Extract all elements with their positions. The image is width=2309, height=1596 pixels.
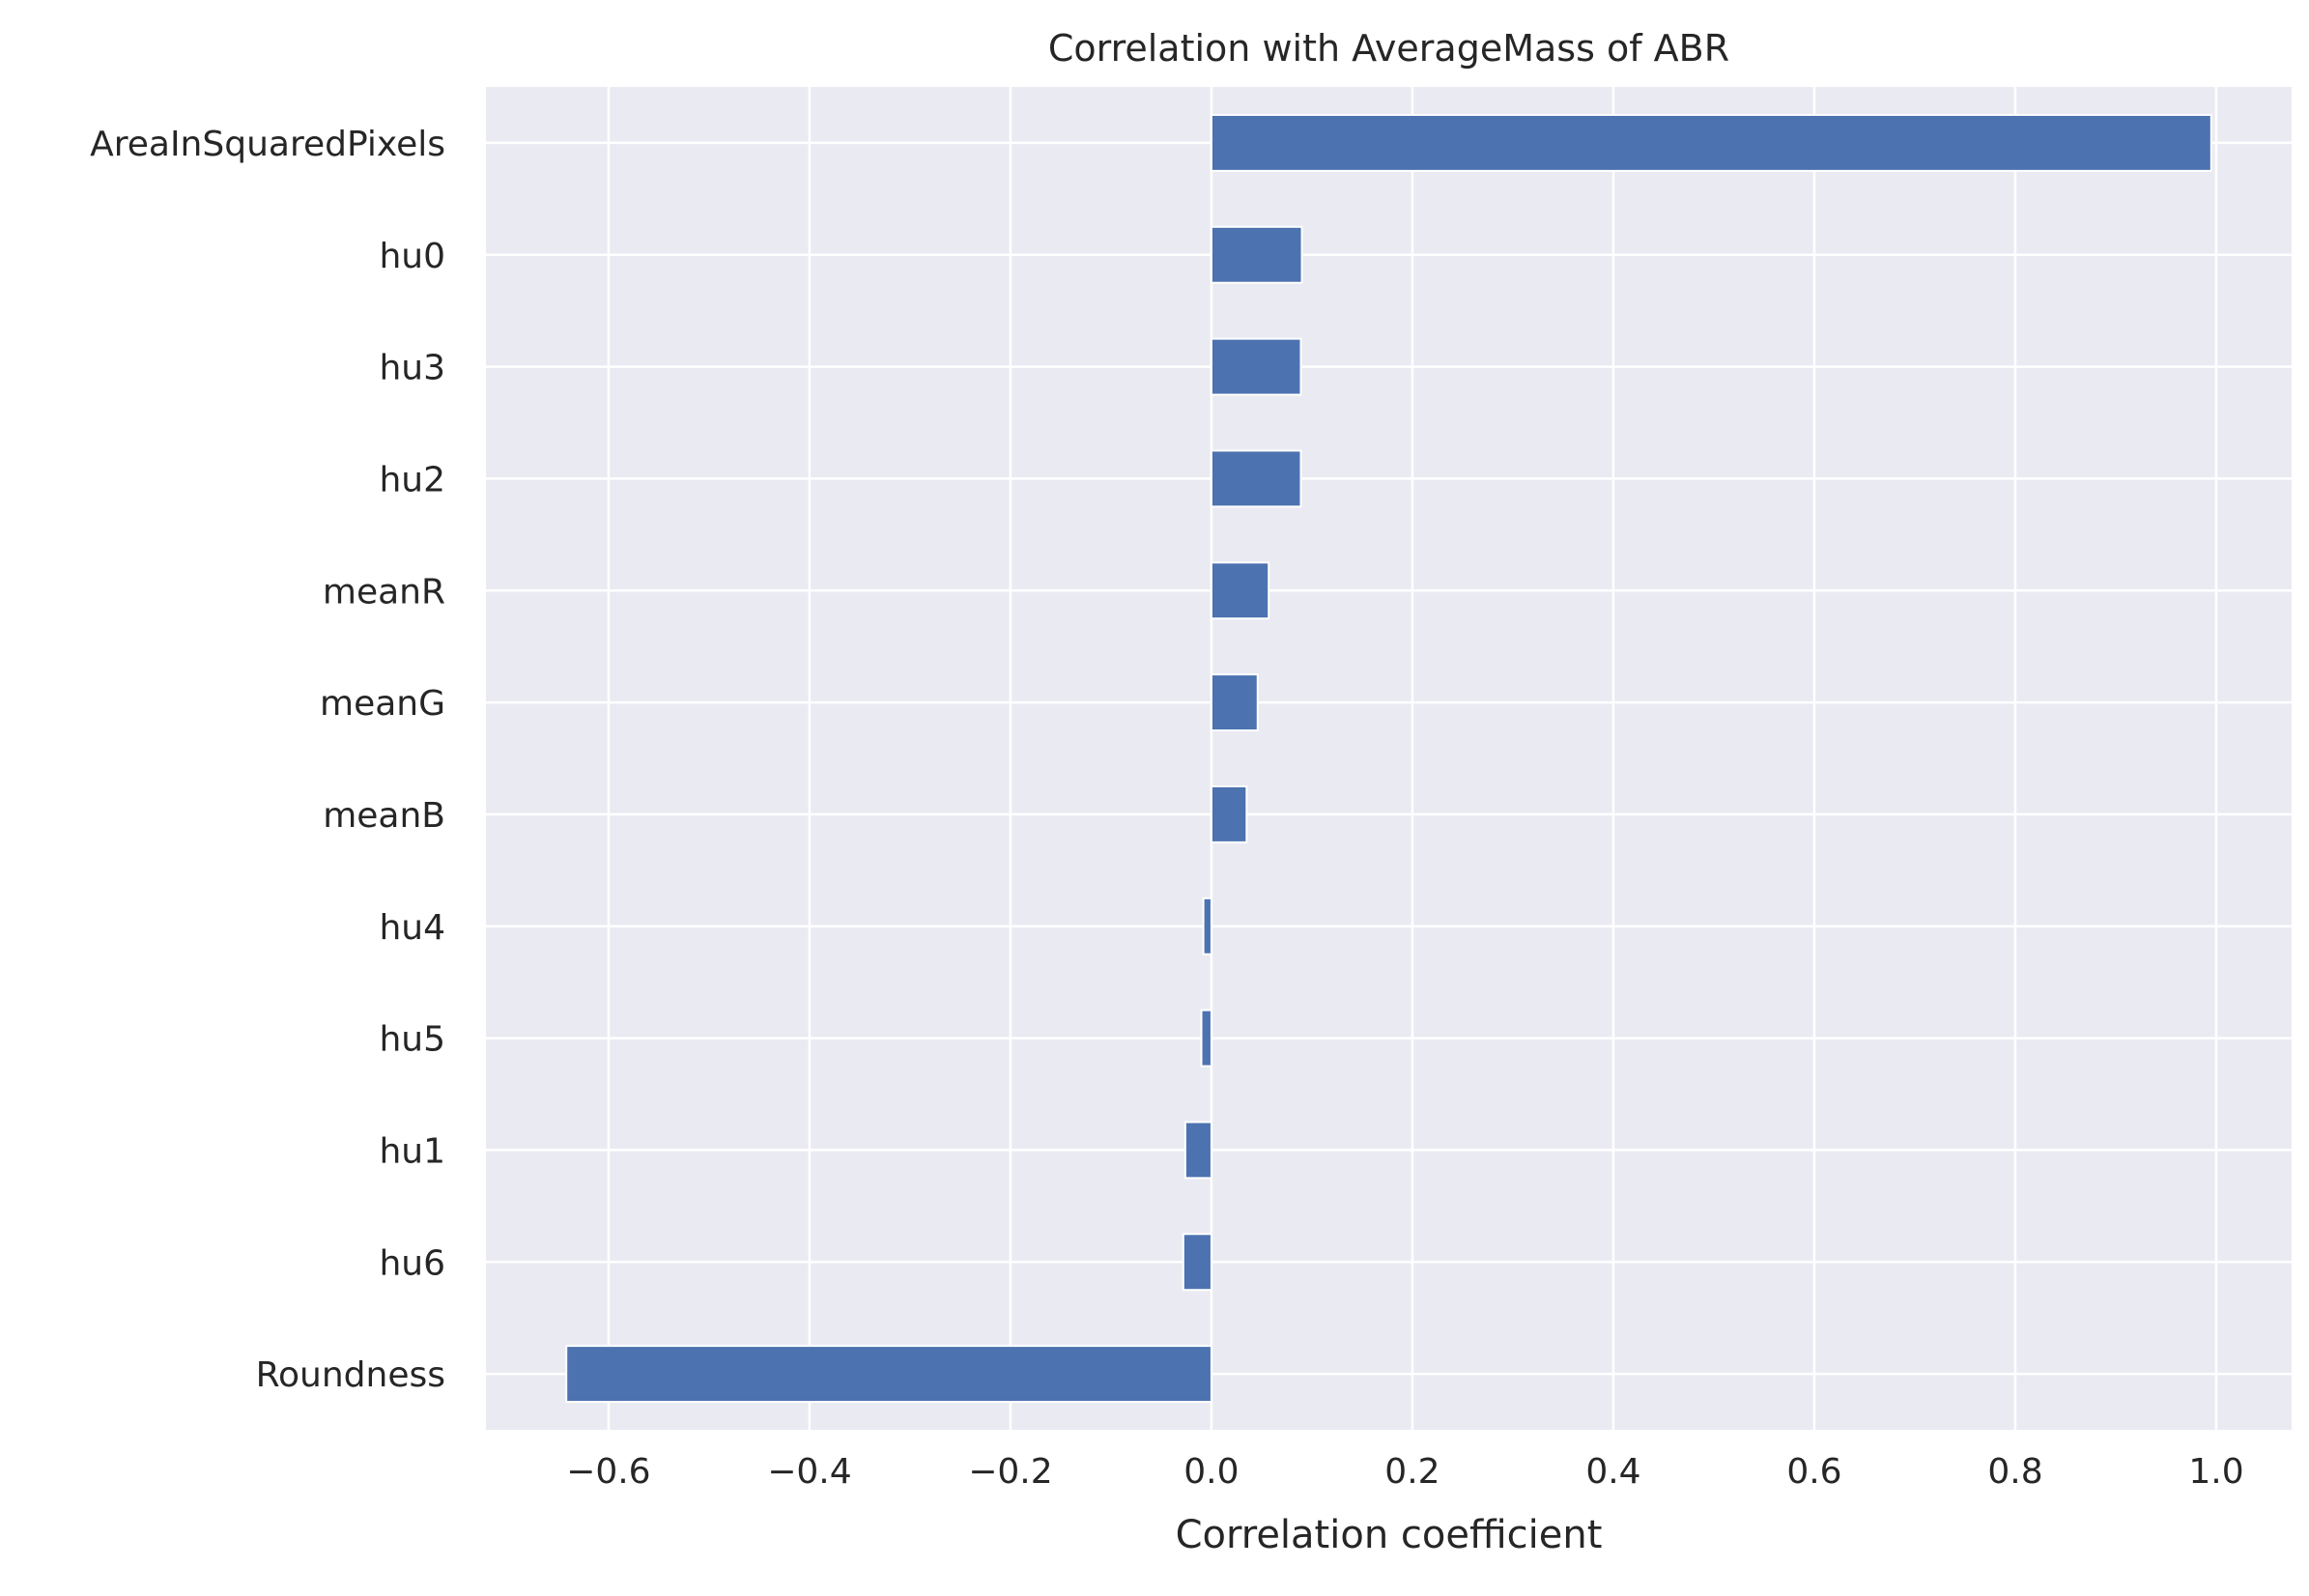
x-tick-label: 1.0 (2188, 1452, 2243, 1492)
bar (1210, 561, 1270, 620)
y-tick-label: meanR (323, 572, 445, 612)
y-tick-label: hu1 (379, 1131, 445, 1171)
x-tick-label: 0.6 (1786, 1452, 1841, 1492)
plot-background (486, 87, 2292, 1430)
y-tick-label: hu4 (379, 908, 445, 948)
y-tick-label: Roundness (256, 1355, 445, 1395)
bar (1182, 1233, 1212, 1292)
y-tick-label: hu2 (379, 460, 445, 499)
y-tick-labels: AreaInSquaredPixels hu0 hu3 hu2 meanR meanG me… (90, 125, 445, 1395)
x-tick-label: 0.2 (1384, 1452, 1440, 1492)
bars (565, 113, 2212, 1404)
y-gridlines (486, 141, 2292, 1376)
bar (1202, 897, 1212, 955)
x-tick-label: 0.4 (1585, 1452, 1640, 1492)
y-tick-label: hu6 (379, 1243, 445, 1283)
bar (1200, 1009, 1212, 1068)
bar (1210, 784, 1248, 843)
x-tick-label: 0.8 (1987, 1452, 2042, 1492)
y-tick-label: AreaInSquaredPixels (90, 125, 445, 164)
y-tick-label: meanG (320, 684, 445, 724)
bar (1210, 449, 1302, 508)
x-tick-label: −0.6 (566, 1452, 650, 1492)
bar (1210, 337, 1302, 396)
y-tick-label: hu0 (379, 237, 445, 276)
y-tick-label: hu3 (379, 349, 445, 388)
bar (1210, 225, 1303, 284)
bar (1210, 113, 2212, 172)
bar (1210, 673, 1259, 732)
x-tick-label: 0.0 (1183, 1452, 1239, 1492)
x-tick-label: −0.2 (968, 1452, 1052, 1492)
x-axis-label: Correlation coefficient (1176, 1513, 1603, 1557)
chart-title: Correlation with AverageMass of ABR (1048, 27, 1729, 70)
bar (1183, 1121, 1212, 1180)
bar (565, 1345, 1212, 1404)
x-tick-label: −0.4 (767, 1452, 851, 1492)
x-tick-labels: −0.6 −0.4 −0.2 0.0 0.2 0.4 0.6 0.8 1.0 (566, 1452, 2243, 1492)
x-gridlines (607, 87, 2218, 1430)
y-tick-label: meanB (323, 796, 445, 836)
y-tick-label: hu5 (379, 1020, 445, 1060)
